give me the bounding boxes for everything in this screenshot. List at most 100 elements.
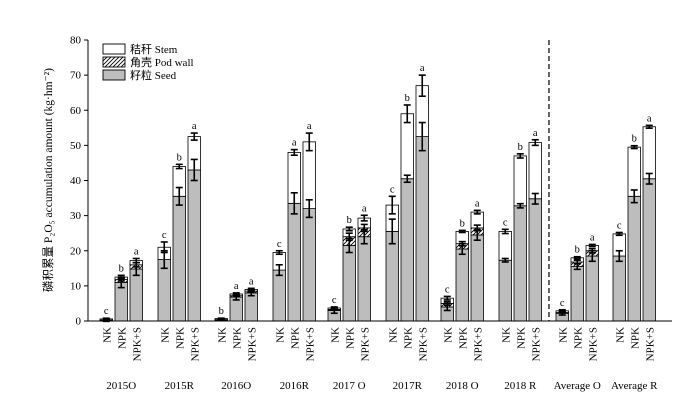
legend-swatch-stem	[102, 43, 126, 55]
significance-letter: a	[292, 138, 297, 149]
y-tick-label: 70	[70, 70, 82, 82]
significance-letter: c	[445, 284, 450, 295]
group-label: 2016O	[221, 380, 251, 392]
treatment-label: NPK	[515, 327, 527, 349]
y-tick-label: 80	[70, 35, 82, 47]
significance-letter: a	[362, 203, 367, 214]
bar-segment-seed	[455, 248, 469, 322]
significance-letter: a	[533, 128, 538, 139]
bar-segment-seed	[570, 266, 584, 322]
treatment-label: NK	[442, 327, 454, 343]
bar-segment-seed	[172, 195, 186, 322]
treatment-label: NPK	[457, 327, 469, 349]
significance-letter: a	[590, 232, 595, 243]
bar-segment-seed	[287, 202, 301, 322]
bar-segment-stem	[642, 126, 656, 180]
significance-letter: b	[219, 306, 224, 317]
treatment-label: NK	[387, 327, 399, 343]
bar-segment-seed	[342, 245, 356, 322]
treatment-label: NK	[216, 327, 228, 343]
y-tick-label: 0	[76, 316, 82, 328]
treatment-label: NK	[101, 327, 113, 343]
y-axis-label: 磷积累量 P₂O₅ accumulation amount (kg·hm⁻²)	[42, 68, 55, 292]
significance-letter: a	[134, 246, 139, 257]
significance-letter: a	[192, 121, 197, 132]
treatment-label: NPK	[116, 327, 128, 349]
significance-letter: a	[249, 276, 254, 287]
treatment-label: NPK+S	[304, 327, 316, 361]
axes	[84, 39, 672, 322]
treatment-label: NPK+S	[246, 327, 258, 361]
bar-segment-seed	[470, 234, 484, 322]
treatment-label: NPK+S	[189, 327, 201, 361]
significance-letter: c	[332, 295, 337, 306]
significance-letter: b	[119, 263, 124, 274]
bar-segment-seed	[627, 195, 641, 322]
bar-segment-seed	[498, 259, 512, 322]
treatment-label: NPK+S	[417, 327, 429, 361]
y-tick-label: 20	[70, 245, 82, 257]
treatment-label: NK	[274, 327, 286, 343]
treatment-label: NPK	[231, 327, 243, 349]
significance-letter: b	[405, 93, 410, 104]
significance-letter: a	[647, 113, 652, 124]
bar-segment-seed	[513, 205, 527, 322]
bar-segment-seed	[129, 268, 143, 322]
treatment-label: NPK	[344, 327, 356, 349]
significance-letter: b	[177, 152, 182, 163]
significance-letter: a	[475, 198, 480, 209]
treatment-label: NK	[329, 327, 341, 343]
group-label: 2018 O	[446, 380, 479, 392]
bar-segment-seed	[385, 231, 399, 322]
bar-segment-seed	[612, 255, 626, 322]
legend-swatch-pod	[102, 56, 126, 68]
significance-letter: a	[234, 281, 239, 292]
treatment-label: NK	[614, 327, 626, 343]
y-tick-label: 60	[70, 105, 82, 117]
bar-segment-seed	[272, 269, 286, 322]
significance-letter: a	[420, 63, 425, 74]
legend-label-pod: 角壳 Pod wall	[130, 55, 194, 69]
group-label: Average O	[554, 380, 601, 392]
bar-segment-seed	[528, 198, 542, 322]
bar-segment-seed	[585, 255, 599, 322]
group-label: 2016R	[280, 380, 310, 392]
significance-letter: c	[277, 239, 282, 250]
group-label: 2017 O	[333, 380, 366, 392]
significance-letter: c	[503, 217, 508, 228]
legend-swatch-seed	[102, 69, 126, 81]
significance-letter: c	[390, 184, 395, 195]
bar-segment-stem	[627, 146, 641, 197]
treatment-label: NPK+S	[644, 327, 656, 361]
treatment-label: NPK	[174, 327, 186, 349]
bar-segment-seed	[415, 136, 429, 322]
legend-label-seed: 籽粒 Seed	[130, 68, 177, 82]
treatment-label: NK	[557, 327, 569, 343]
bar-segment-seed	[400, 178, 414, 322]
treatment-label: NPK+S	[131, 327, 143, 361]
bar-segment-stem	[498, 231, 512, 261]
significance-letter: b	[575, 245, 580, 256]
group-label: 2018 R	[504, 380, 537, 392]
significance-letter: c	[162, 230, 167, 241]
significance-letter: b	[347, 215, 352, 226]
significance-letter: b	[518, 142, 523, 153]
bar-segment-seed	[357, 236, 371, 322]
significance-letter: a	[307, 121, 312, 132]
bar-segment-seed	[642, 178, 656, 322]
bar-segment-seed	[187, 169, 201, 322]
treatment-label: NPK	[402, 327, 414, 349]
tick-labels: 01020304050607080cNKbNPKaNPK+S2015OcNKbN…	[70, 35, 658, 393]
treatment-label: NPK	[629, 327, 641, 349]
treatment-label: NPK+S	[359, 327, 371, 361]
legend-label-stem: 秸秆 Stem	[130, 43, 178, 56]
bar-segment-seed	[244, 292, 258, 322]
treatment-label: NPK+S	[587, 327, 599, 361]
significance-letter: c	[104, 306, 109, 317]
significance-letter: c	[560, 298, 565, 309]
group-label: 2015O	[106, 380, 136, 392]
bars-layer	[99, 74, 656, 323]
group-label: 2017R	[393, 380, 423, 392]
